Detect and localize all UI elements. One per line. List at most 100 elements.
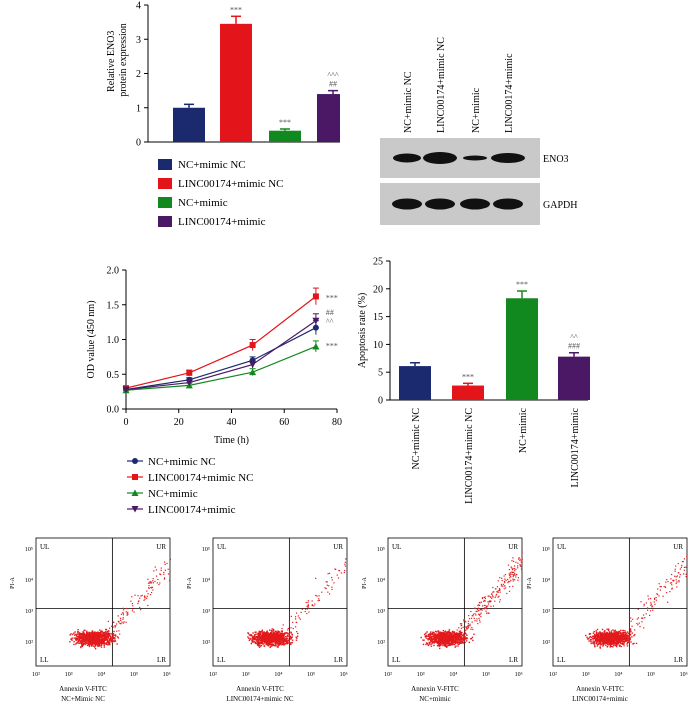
flow-event-dot <box>494 596 496 599</box>
flow-event-dot <box>98 641 101 644</box>
flow-event-dot <box>679 576 681 578</box>
flow-event-dot <box>622 639 624 641</box>
flow-event-dot <box>460 632 462 634</box>
flow-event-dot <box>499 601 501 603</box>
flow-event-dot <box>97 632 100 634</box>
flow-event-dot <box>445 634 447 637</box>
flow-event-dot <box>590 636 593 639</box>
flow-event-dot <box>470 617 473 619</box>
flow-event-dot <box>255 633 257 635</box>
flow-event-dot <box>99 633 101 635</box>
flow-event-dot <box>454 640 456 642</box>
flow-event-dot <box>498 588 501 590</box>
flow-event-dot <box>588 640 590 642</box>
flow-event-dot <box>595 638 597 640</box>
flow-event-dot <box>640 601 642 603</box>
flow-event-dot <box>97 640 99 642</box>
flow-event-dot <box>679 573 681 576</box>
flow-event-dot <box>290 632 292 634</box>
flow-event-dot <box>87 637 89 640</box>
flow-ytick-label: 10⁴ <box>377 578 385 584</box>
flow-event-dot <box>439 636 442 639</box>
flow-event-dot <box>624 631 626 634</box>
flow-event-dot <box>467 625 469 627</box>
flow-event-dot <box>658 595 660 597</box>
flow-event-dot <box>254 641 257 644</box>
flow-event-dot <box>272 637 274 639</box>
flow-event-dot <box>461 638 464 640</box>
flow-event-dot <box>279 633 282 635</box>
flow-event-dot <box>164 561 166 563</box>
flow-event-dot <box>519 564 521 567</box>
flow-event-dot <box>97 636 99 638</box>
flow-event-dot <box>100 644 103 646</box>
flow-event-dot <box>89 640 92 643</box>
flow-event-dot <box>453 631 456 633</box>
flow-event-dot <box>591 642 594 644</box>
flow-event-dot <box>112 636 115 638</box>
flow-event-dot <box>472 639 474 642</box>
flow-event-dot <box>258 634 261 636</box>
flow-event-dot <box>586 636 588 639</box>
flow-event-dot <box>284 638 286 641</box>
flow-event-dot <box>290 643 292 646</box>
flow-y-axis-label: PI-A <box>362 577 368 589</box>
flow-event-dot <box>622 629 624 632</box>
flow-event-dot <box>159 582 161 584</box>
flow-event-dot <box>75 634 78 637</box>
flow-event-dot <box>666 579 668 581</box>
blot-band-gapdh <box>425 198 455 210</box>
flow-event-dot <box>464 631 466 633</box>
flow-event-dot <box>638 622 640 624</box>
flow-event-dot <box>508 590 511 592</box>
flow-event-dot <box>98 644 100 646</box>
flow-event-dot <box>333 582 335 584</box>
flow-event-dot <box>291 634 294 636</box>
flow-event-dot <box>103 641 105 643</box>
flow-event-dot <box>122 611 124 614</box>
flow-event-dot <box>598 639 600 641</box>
flow-event-dot <box>278 638 281 640</box>
flow-event-dot <box>254 637 257 640</box>
od-point <box>249 368 257 376</box>
flow-event-dot <box>665 581 667 583</box>
flow-event-dot <box>497 580 499 582</box>
flow-event-dot <box>453 634 456 637</box>
flow-event-dot <box>613 640 616 643</box>
flow-event-dot <box>83 642 85 645</box>
flow-event-dot <box>499 591 501 593</box>
flow-event-dot <box>650 604 652 607</box>
flow-event-dot <box>654 603 656 605</box>
eno3-significance: ## <box>329 80 337 89</box>
flow-event-dot <box>462 642 465 644</box>
flow-event-dot <box>512 568 514 570</box>
flow-event-dot <box>273 631 275 634</box>
flow-event-dot <box>251 636 254 639</box>
flow-event-dot <box>469 625 471 627</box>
flow-event-dot <box>504 578 506 580</box>
flow-event-dot <box>508 568 511 571</box>
flow-event-dot <box>276 633 279 635</box>
flow-event-dot <box>433 642 436 644</box>
flow-event-dot <box>607 638 609 640</box>
flow-event-dot <box>493 591 495 593</box>
flow-event-dot <box>486 608 488 610</box>
flow-event-dot <box>447 641 450 643</box>
flow-event-dot <box>267 641 270 643</box>
western-blot: NC+mimic NC LINC00174+mimic NC NC+mimic LIN… <box>380 0 610 240</box>
flow-event-dot <box>599 639 601 641</box>
flow-event-dot <box>593 634 595 637</box>
flow-event-dot <box>622 643 624 646</box>
flow-event-dot <box>105 637 108 640</box>
flow-event-dot <box>667 580 669 583</box>
flow-event-dot <box>109 627 111 629</box>
flow-event-dot <box>436 631 438 633</box>
flow-event-dot <box>94 636 97 638</box>
apop-bar <box>399 366 431 400</box>
flow-event-dot <box>280 642 282 644</box>
flow-event-dot <box>255 631 257 633</box>
flow-event-dot <box>119 633 121 635</box>
flow-event-dot <box>514 572 516 575</box>
flow-event-dot <box>92 633 94 635</box>
